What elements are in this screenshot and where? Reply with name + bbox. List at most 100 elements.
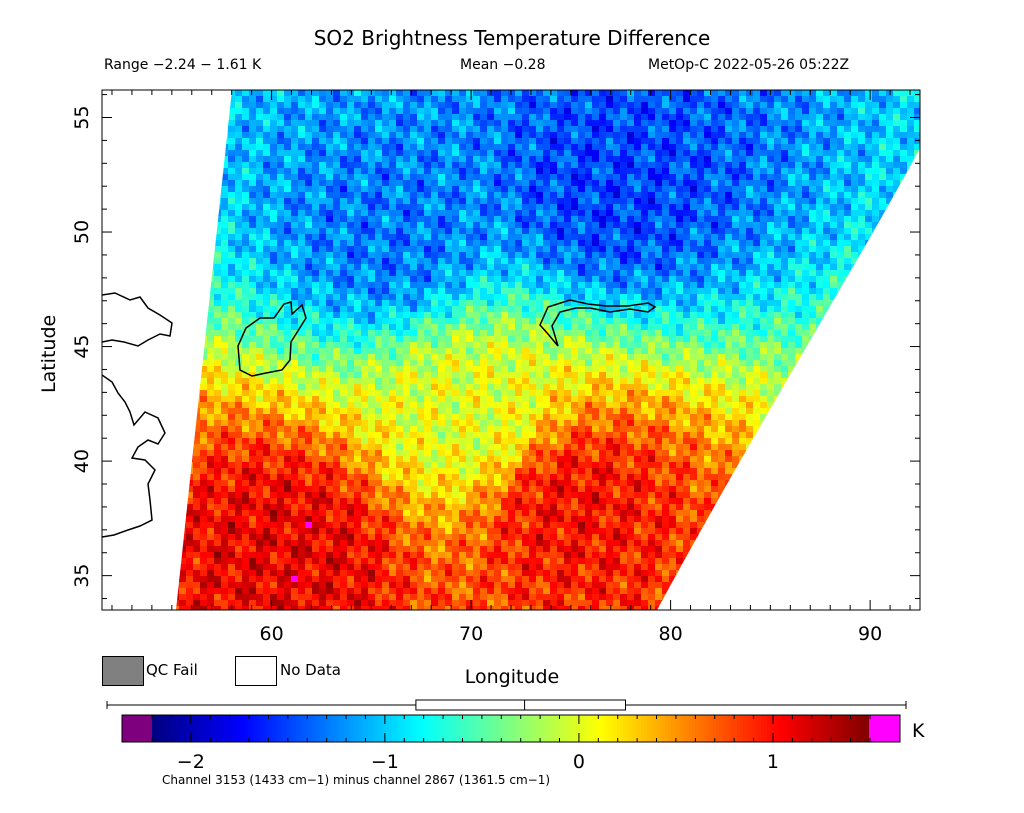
heatmap-cell bbox=[865, 300, 873, 307]
heatmap-cell bbox=[753, 222, 761, 229]
heatmap-cell bbox=[900, 276, 908, 283]
heatmap-cell bbox=[690, 138, 698, 145]
heatmap-cell bbox=[242, 162, 250, 169]
heatmap-cell bbox=[494, 108, 502, 115]
heatmap-cell bbox=[648, 270, 656, 277]
heatmap-cell bbox=[690, 342, 698, 349]
heatmap-cell bbox=[368, 228, 376, 235]
heatmap-cell bbox=[676, 294, 684, 301]
heatmap-cell bbox=[501, 300, 509, 307]
heatmap-cell bbox=[725, 300, 733, 307]
heatmap-cell bbox=[795, 240, 803, 247]
heatmap-cell bbox=[452, 318, 460, 325]
heatmap-cell bbox=[522, 150, 530, 157]
heatmap-cell bbox=[634, 276, 642, 283]
heatmap-cell bbox=[725, 282, 733, 289]
heatmap-cell bbox=[543, 96, 551, 103]
heatmap-cell bbox=[312, 354, 320, 361]
heatmap-cell bbox=[753, 132, 761, 139]
heatmap-cell bbox=[781, 120, 789, 127]
heatmap-cell bbox=[522, 126, 530, 133]
heatmap-cell bbox=[389, 336, 397, 343]
heatmap-cell bbox=[634, 282, 642, 289]
heatmap-cell bbox=[865, 204, 873, 211]
heatmap-cell bbox=[438, 120, 446, 127]
heatmap-cell bbox=[403, 240, 411, 247]
heatmap-cell bbox=[256, 300, 264, 307]
heatmap-cell bbox=[725, 294, 733, 301]
heatmap-cell bbox=[270, 336, 278, 343]
heatmap-cell bbox=[340, 288, 348, 295]
heatmap-cell bbox=[872, 270, 880, 277]
heatmap-cell bbox=[305, 168, 313, 175]
heatmap-cell bbox=[697, 312, 705, 319]
heatmap-cell bbox=[809, 120, 817, 127]
heatmap-cell bbox=[620, 354, 628, 361]
heatmap-cell bbox=[347, 90, 355, 97]
heatmap-cell bbox=[767, 336, 775, 343]
heatmap-cell bbox=[900, 228, 908, 235]
heatmap-cell bbox=[361, 246, 369, 253]
heatmap-cell bbox=[228, 282, 236, 289]
heatmap-cell bbox=[347, 252, 355, 259]
heatmap-cell bbox=[858, 108, 866, 115]
heatmap-cell bbox=[900, 108, 908, 115]
heatmap-cell bbox=[795, 306, 803, 313]
heatmap-cell bbox=[354, 126, 362, 133]
heatmap-cell bbox=[851, 228, 859, 235]
heatmap-cell bbox=[823, 294, 831, 301]
heatmap-cell bbox=[858, 270, 866, 277]
heatmap-cell bbox=[494, 330, 502, 337]
heatmap-cell bbox=[305, 264, 313, 271]
heatmap-cell bbox=[431, 96, 439, 103]
heatmap-cell bbox=[340, 258, 348, 265]
heatmap-cell bbox=[176, 366, 180, 373]
heatmap-cell bbox=[690, 180, 698, 187]
heatmap-cell bbox=[410, 222, 418, 229]
heatmap-cell bbox=[179, 336, 187, 343]
heatmap-cell bbox=[333, 162, 341, 169]
heatmap-cell bbox=[585, 264, 593, 271]
heatmap-cell bbox=[305, 210, 313, 217]
heatmap-cell bbox=[396, 366, 404, 373]
heatmap-cell bbox=[396, 270, 404, 277]
heatmap-cell bbox=[620, 150, 628, 157]
heatmap-cell bbox=[851, 264, 859, 271]
heatmap-cell bbox=[886, 162, 894, 169]
heatmap-cell bbox=[193, 348, 201, 355]
heatmap-cell bbox=[263, 102, 271, 109]
heatmap-cell bbox=[291, 270, 299, 277]
heatmap-cell bbox=[606, 132, 614, 139]
heatmap-cell bbox=[326, 294, 334, 301]
heatmap-cell bbox=[655, 90, 663, 97]
heatmap-cell bbox=[176, 312, 180, 319]
heatmap-cell bbox=[634, 336, 642, 343]
heatmap-cell bbox=[305, 132, 313, 139]
heatmap-cell bbox=[410, 186, 418, 193]
heatmap-cell bbox=[886, 144, 894, 151]
heatmap-cell bbox=[837, 324, 845, 331]
heatmap-cell bbox=[536, 306, 544, 313]
heatmap-cell bbox=[648, 288, 656, 295]
heatmap-cell bbox=[613, 252, 621, 259]
heatmap-cell bbox=[424, 246, 432, 253]
heatmap-cell bbox=[753, 174, 761, 181]
heatmap-cell bbox=[431, 270, 439, 277]
heatmap-cell bbox=[228, 204, 236, 211]
heatmap-cell bbox=[277, 324, 285, 331]
heatmap-cell bbox=[739, 96, 747, 103]
heatmap-cell bbox=[200, 342, 208, 349]
heatmap-cell bbox=[676, 282, 684, 289]
heatmap-cell bbox=[669, 156, 677, 163]
heatmap-cell bbox=[207, 270, 215, 277]
heatmap-cell bbox=[613, 216, 621, 223]
heatmap-cell bbox=[571, 318, 579, 325]
heatmap-cell bbox=[774, 132, 782, 139]
heatmap-cell bbox=[795, 294, 803, 301]
heatmap-cell bbox=[186, 174, 194, 181]
heatmap-cell bbox=[683, 276, 691, 283]
heatmap-cell bbox=[284, 312, 292, 319]
heatmap-cell bbox=[445, 336, 453, 343]
heatmap-cell bbox=[886, 252, 894, 259]
heatmap-cell bbox=[235, 174, 243, 181]
